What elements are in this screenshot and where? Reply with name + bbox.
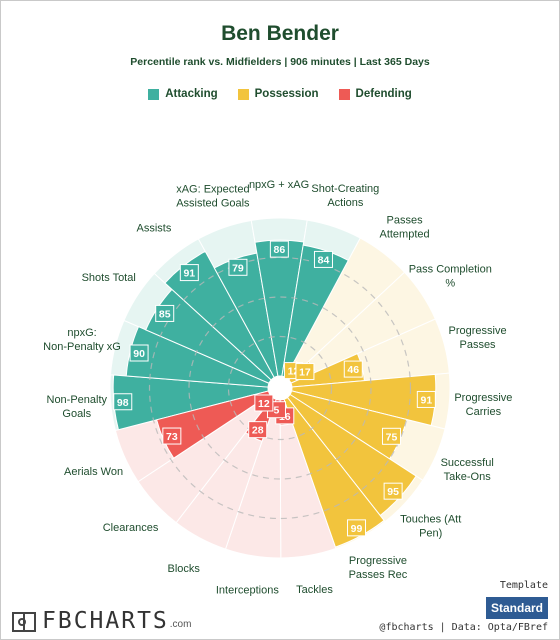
center-hub [268, 376, 292, 400]
category-label-assists: Assists [137, 223, 172, 235]
legend-label-attacking: Attacking [165, 88, 218, 100]
legend-item-defending: Defending [338, 88, 412, 100]
template-standard-button[interactable]: Standard [486, 597, 548, 619]
value-box-npxg-xag [269, 240, 289, 258]
value-label-shot-creating-actions: 84 [318, 254, 330, 266]
template-label: Template [499, 580, 548, 591]
category-label-xag-expected-assisted-goals: xAG: Expected Assisted Goals [176, 183, 250, 209]
fbcharts-logo-text: FBCHARTS [42, 608, 169, 634]
value-label-shots-total: 85 [159, 308, 171, 320]
category-label-non-penalty-goals: Non-Penalty Goals [47, 394, 108, 420]
value-box-non-penalty-goals [113, 393, 133, 411]
legend-item-possession: Possession [237, 88, 319, 100]
legend-swatch-defending [338, 88, 350, 100]
category-label-passes-attempted: Passes Attempted [379, 214, 429, 240]
chart-title: Ben Bender [221, 22, 339, 45]
value-label-interceptions: 5 [274, 405, 280, 417]
legend-label-possession: Possession [254, 88, 319, 100]
value-box-pass-completion [295, 363, 315, 381]
category-label-npxg-xag: npxG + xAG [249, 179, 309, 191]
category-label-clearances: Clearances [103, 522, 159, 534]
category-label-progressive-passes-rec: Progressive Passes Rec [349, 555, 408, 581]
category-label-shot-creating-actions: Shot-Creating Actions [311, 183, 379, 209]
legend-swatch-possession [237, 88, 249, 100]
value-label-pass-completion: 17 [299, 367, 311, 379]
value-label-clearances: 12 [258, 398, 270, 410]
value-box-shot-creating-actions [313, 250, 333, 268]
grid-ring-2 [188, 296, 372, 480]
category-label-touches-att-pen: Touches (Att Pen) [400, 513, 461, 539]
grid-ring-1 [227, 335, 333, 441]
category-label-blocks: Blocks [168, 563, 201, 575]
category-label-tackles: Tackles [296, 584, 333, 596]
value-label-non-penalty-goals: 98 [117, 397, 129, 409]
value-box-clearances [254, 394, 274, 412]
chart-subtitle: Percentile rank vs. Midfielders | 906 mi… [130, 56, 430, 68]
category-label-shots-total: Shots Total [82, 272, 136, 284]
legend-label-defending: Defending [355, 88, 412, 100]
value-label-successful-take-ons: 75 [386, 431, 398, 443]
credits: @fbcharts | Data: Opta/FBref [379, 622, 548, 633]
value-box-progressive-passes [343, 360, 363, 378]
category-label-aerials-won: Aerials Won [64, 466, 123, 478]
value-box-shots-total [155, 304, 175, 322]
value-label-aerials-won: 73 [166, 431, 178, 443]
fbcharts-logo: FBCHARTS .com [12, 606, 192, 634]
value-label-assists: 91 [183, 268, 195, 280]
category-label-interceptions: Interceptions [216, 584, 279, 596]
category-label-successful-take-ons: Successful Take-Ons [441, 457, 494, 483]
category-label-pass-completion: Pass Completion% [409, 264, 492, 290]
value-label-passes-attempted: 12 [288, 366, 300, 378]
legend-swatch-attacking [148, 88, 160, 100]
legend: Attacking Possession Defending [0, 88, 560, 100]
value-box-successful-take-ons [381, 427, 401, 445]
value-label-progressive-carries: 91 [420, 394, 432, 406]
value-label-blocks: 28 [252, 425, 264, 437]
value-box-progressive-carries [416, 390, 436, 408]
value-box-assists [179, 264, 199, 282]
value-label-npxg-non-penalty-xg: 90 [133, 348, 145, 360]
value-box-npxg-non-penalty-xg [129, 344, 149, 362]
value-label-touches-att-pen: 95 [387, 486, 399, 498]
value-box-progressive-passes-rec [347, 519, 367, 537]
value-box-aerials-won [162, 427, 182, 445]
value-label-npxg-xag: 86 [274, 244, 286, 256]
value-label-xag-expected-assisted-goals: 79 [232, 262, 244, 274]
value-box-touches-att-pen [383, 482, 403, 500]
category-label-progressive-passes: Progressive Passes [448, 325, 506, 351]
value-box-blocks [248, 421, 268, 439]
value-box-xag-expected-assisted-goals [228, 258, 248, 276]
value-label-progressive-passes-rec: 99 [351, 523, 363, 535]
category-label-npxg-non-penalty-xg: npxG: Non-Penalty xG [43, 327, 121, 353]
value-label-progressive-passes: 46 [347, 364, 359, 376]
grid-ring-3 [148, 256, 412, 520]
fbcharts-logo-mark [12, 612, 36, 632]
category-label-progressive-carries: Progressive Carries [454, 392, 512, 418]
legend-item-attacking: Attacking [148, 88, 218, 100]
fbcharts-logo-suffix: .com [169, 619, 192, 630]
